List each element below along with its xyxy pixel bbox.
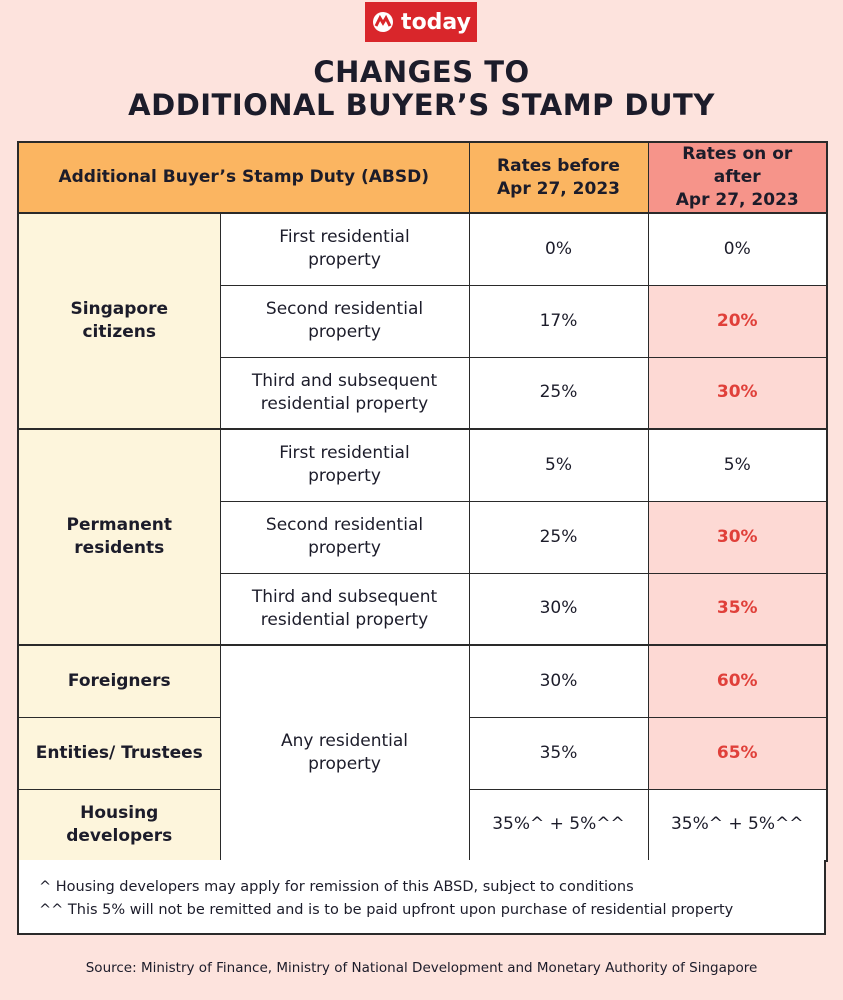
logo: today bbox=[365, 2, 477, 42]
rate-after: 0% bbox=[647, 212, 828, 286]
table-row: Third and subsequent residential propert… bbox=[18, 356, 828, 430]
logo-icon bbox=[373, 12, 394, 32]
property-cell: First residential property bbox=[219, 428, 470, 502]
header-cell: Additional Buyer’s Stamp Duty (ABSD) bbox=[17, 141, 470, 214]
table-row: Second residential property 17% 20% bbox=[18, 284, 828, 358]
rate-before: 17% bbox=[468, 284, 649, 358]
title-line: CHANGES TO bbox=[313, 55, 530, 89]
title-line: ADDITIONAL BUYER’S STAMP DUTY bbox=[128, 88, 715, 122]
buyer-cell: Housing developers bbox=[17, 788, 221, 862]
buyer-cell: Foreigners bbox=[17, 644, 221, 718]
property-cell: Third and subsequent residential propert… bbox=[219, 572, 470, 646]
rate-after: 30% bbox=[647, 500, 828, 574]
absd-table: Additional Buyer’s Stamp Duty (ABSD) Rat… bbox=[17, 141, 828, 862]
table-row: Entities/ Trustees 35% 65% bbox=[17, 716, 828, 790]
title: CHANGES TO ADDITIONAL BUYER’S STAMP DUTY bbox=[0, 56, 843, 122]
property-cell: Second residential property bbox=[219, 284, 470, 358]
rate-before: 35%^ + 5%^^ bbox=[468, 788, 649, 862]
rate-after: 20% bbox=[647, 284, 828, 358]
rate-before: 30% bbox=[468, 572, 649, 646]
table-row: Third and subsequent residential propert… bbox=[18, 572, 828, 646]
rate-before: 35% bbox=[468, 716, 649, 790]
rate-before: 30% bbox=[468, 644, 649, 718]
rate-after: 35% bbox=[647, 572, 828, 646]
rate-before: 25% bbox=[468, 356, 649, 430]
buyer-cell: Singapore citizens bbox=[17, 212, 221, 430]
rate-before: 0% bbox=[468, 212, 649, 286]
footnote: ^^ This 5% will not be remitted and is t… bbox=[39, 902, 734, 918]
header-cell: Rates before Apr 27, 2023 bbox=[468, 141, 649, 214]
table-row: Singapore citizens First residential prop… bbox=[17, 212, 828, 430]
rate-after: 35%^ + 5%^^ bbox=[647, 788, 828, 862]
property-cell: First residential property bbox=[219, 212, 470, 286]
rate-before: 5% bbox=[468, 428, 649, 502]
rate-after: 5% bbox=[647, 428, 828, 502]
rate-after: 60% bbox=[647, 644, 828, 718]
logo-text: today bbox=[401, 9, 471, 35]
rate-before: 25% bbox=[468, 500, 649, 574]
table-row: Foreigners Any residential property 30% 60% bbox=[17, 644, 828, 862]
footnotes: ^ Housing developers may apply for remis… bbox=[17, 860, 826, 935]
table-row: Permanent residents First residential pro… bbox=[17, 428, 828, 646]
property-cell: Second residential property bbox=[219, 500, 470, 574]
property-cell: Any residential property bbox=[219, 644, 470, 862]
rate-after: 65% bbox=[647, 716, 828, 790]
table-row: Second residential property 25% 30% bbox=[18, 500, 828, 574]
source: Source: Ministry of Finance, Ministry of… bbox=[85, 960, 758, 976]
header-cell: Rates on or after Apr 27, 2023 bbox=[647, 141, 828, 214]
table-body: Additional Buyer’s Stamp Duty (ABSD) Rat… bbox=[17, 141, 828, 862]
property-cell: Third and subsequent residential propert… bbox=[219, 356, 470, 430]
header-row: Additional Buyer’s Stamp Duty (ABSD) Rat… bbox=[17, 141, 828, 214]
buyer-cell: Permanent residents bbox=[17, 428, 221, 646]
rate-after: 30% bbox=[647, 356, 828, 430]
table-row: Housing developers 35%^ + 5%^^ 35%^ + 5%^^ bbox=[17, 788, 828, 862]
footnote: ^ Housing developers may apply for remis… bbox=[39, 879, 634, 895]
buyer-cell: Entities/ Trustees bbox=[17, 716, 221, 790]
